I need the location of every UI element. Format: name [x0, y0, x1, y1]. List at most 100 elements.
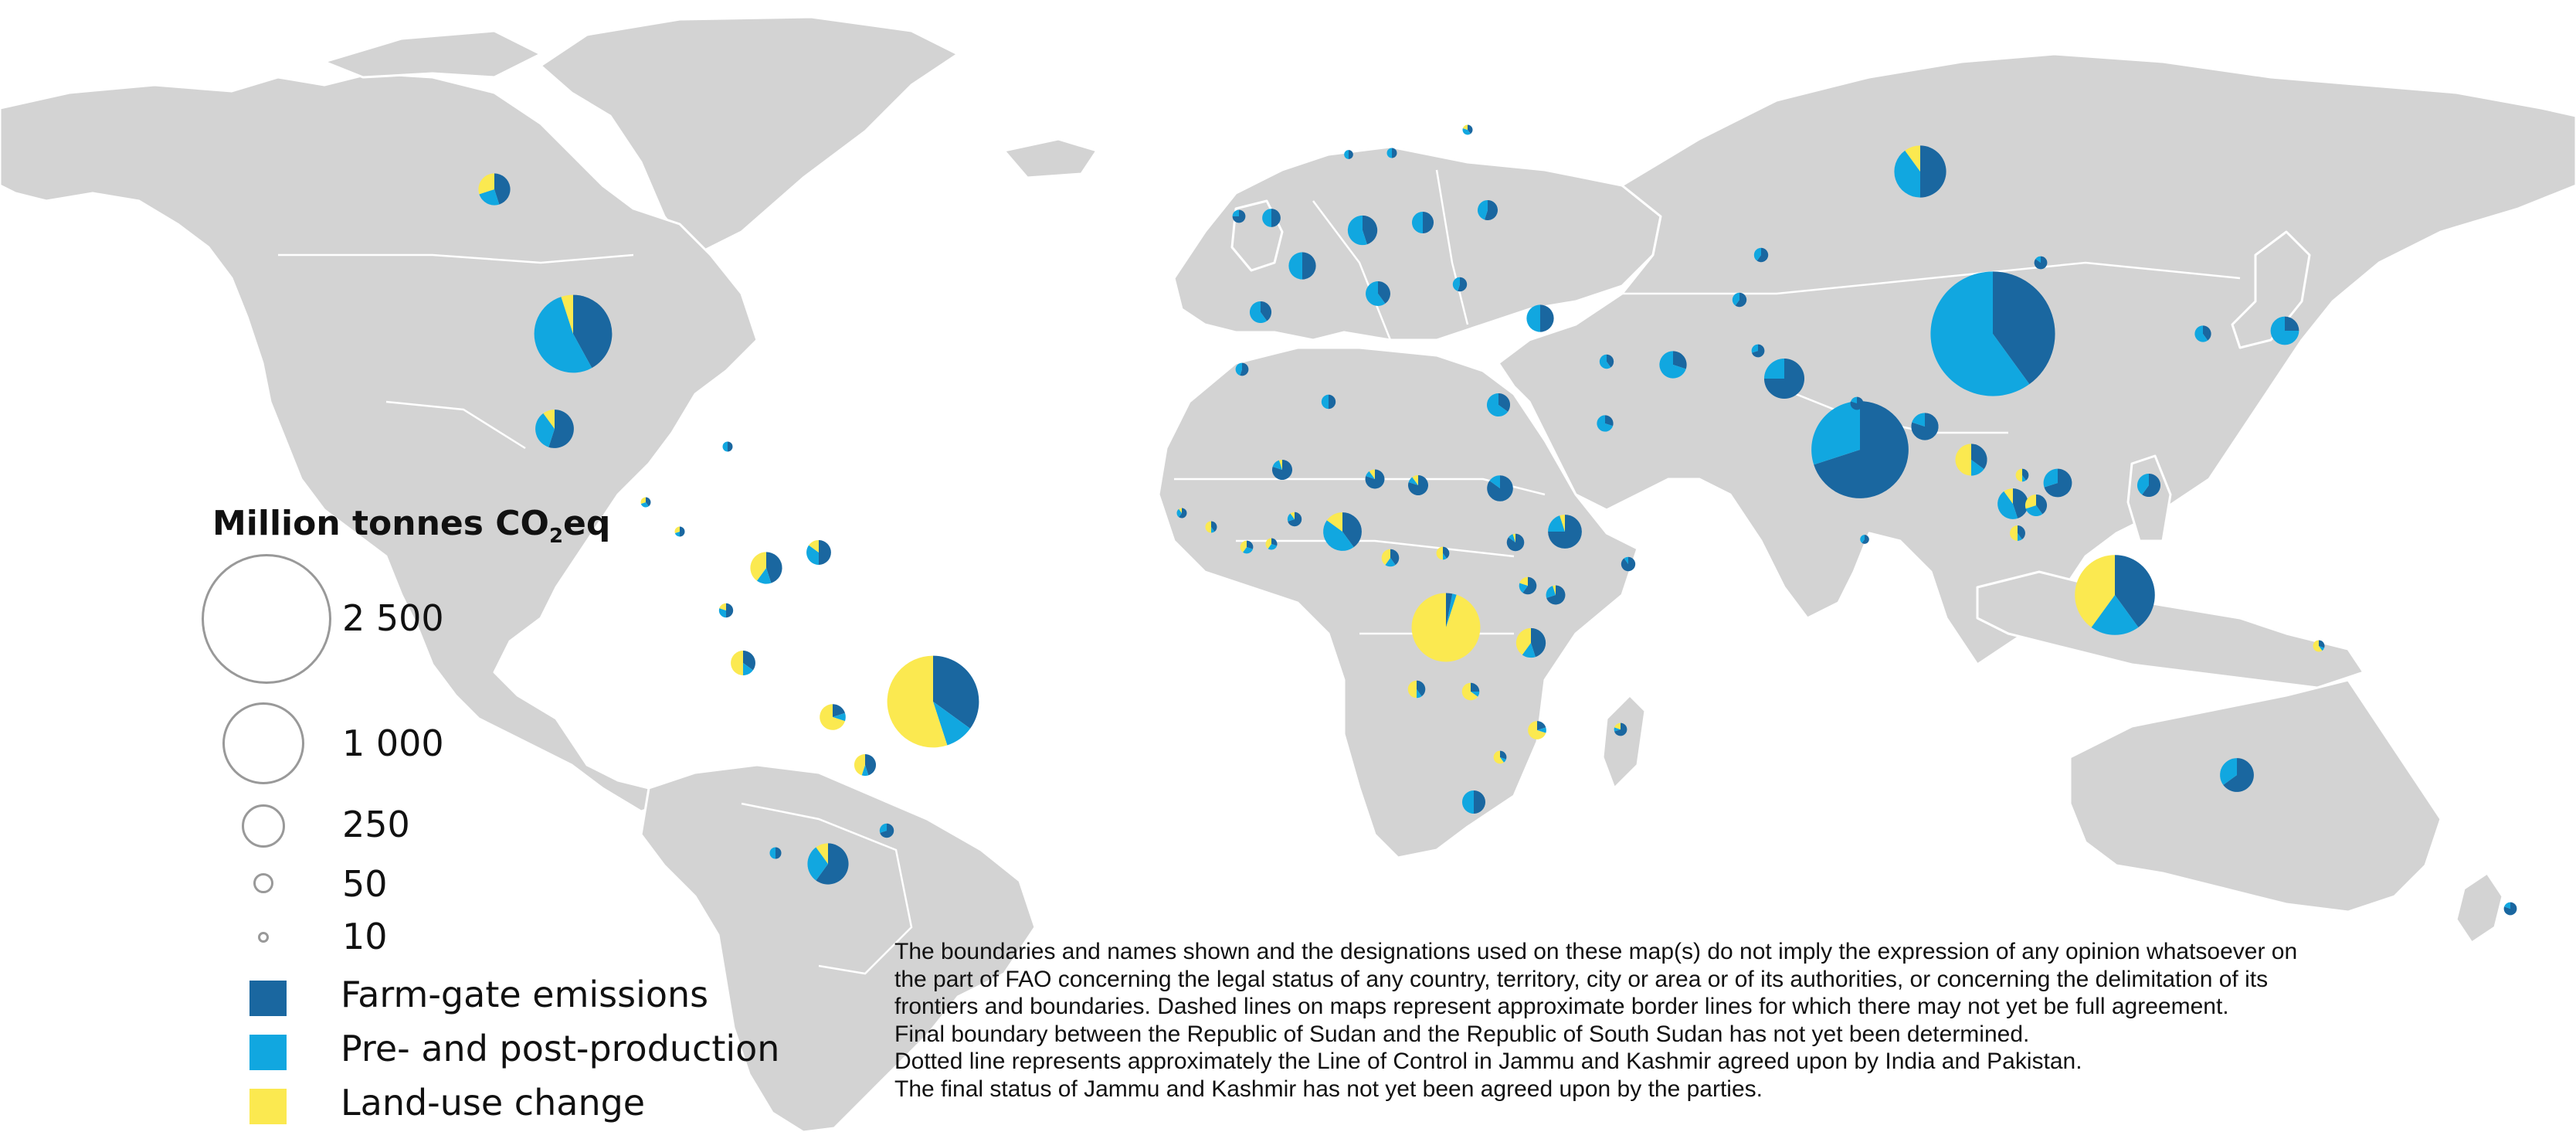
pie-c-te-d-ivoire — [1240, 540, 1254, 554]
pie-democratic-republic-of-the-congo — [1411, 593, 1481, 662]
pie-slice-cambodia-land-use — [2010, 525, 2018, 541]
pie-guinea — [1205, 521, 1217, 533]
pie-slice-ecuador-land-use — [719, 603, 726, 610]
pie-slice-nicaragua-land-use — [674, 526, 680, 534]
pie-slice-egypt-farm-gate — [1498, 393, 1511, 412]
pie-slice-thailand-land-use — [2004, 488, 2013, 504]
border-brazil — [741, 802, 913, 975]
pie-slice-burkina-faso-land-use — [1290, 512, 1295, 519]
legend-size-circle-50 — [253, 873, 273, 893]
pie-mexico — [535, 410, 574, 448]
pie-slice-guinea-land-use — [1205, 521, 1211, 533]
pie-slice-spain-pre-post — [1249, 301, 1268, 324]
pie-niger — [1365, 469, 1385, 489]
pie-slice-united-states-pre-post — [534, 297, 592, 373]
pie-slice-ireland-pre-post — [1232, 209, 1239, 216]
legend-label-land-use: Land-use change — [341, 1082, 646, 1124]
pie-slice-lao-pdr-pre-post — [2022, 475, 2026, 482]
pie-slice-guatemala-land-use — [640, 497, 646, 505]
pie-slice-ghana-land-use — [1265, 538, 1271, 549]
pie-slice-uganda-land-use — [1519, 576, 1528, 586]
pie-slice-cameroon-farm-gate — [1390, 549, 1400, 566]
pie-slice-niger-pre-post — [1366, 471, 1375, 479]
pie-malaysia — [2024, 494, 2048, 517]
land-iceland — [1003, 138, 1098, 179]
pie-slice-ghana-pre-post — [1268, 544, 1278, 550]
pie-slice-guinea-farm-gate — [1211, 521, 1217, 532]
pie-slice-angola-pre-post — [1417, 689, 1422, 699]
pie-slice-uzbekistan-farm-gate — [1735, 292, 1747, 308]
pie-slice-tanzania-land-use — [1515, 627, 1531, 655]
legend-swatch-pre-post — [249, 1035, 287, 1070]
pie-argentina — [807, 843, 849, 885]
pie-slice-kazakhstan-farm-gate — [1756, 247, 1769, 263]
pie-sudan — [1487, 475, 1513, 501]
pie-slice-central-african-republic-land-use — [1436, 546, 1443, 560]
pie-slice-madagascar-farm-gate — [1614, 722, 1627, 736]
pie-slice-zambia-farm-gate — [1471, 682, 1480, 692]
legend-size-circle-1000 — [222, 702, 304, 784]
legend: Million tonnes CO2eq 2 500 1 000 250 50 … — [197, 498, 815, 1132]
pie-slice-united-kingdom-pre-post — [1262, 209, 1271, 227]
land-philippines — [2126, 454, 2172, 542]
pie-slice-paraguay-pre-post — [861, 765, 869, 777]
pie-slice-madagascar-land-use — [1614, 722, 1621, 729]
pie-slice-paraguay-land-use — [854, 753, 865, 776]
pie-slice-philippines-farm-gate — [2142, 473, 2161, 498]
pie-slice-cuba-pre-post — [722, 441, 728, 452]
pie-slice-iran-pre-post — [1659, 351, 1686, 379]
legend-label-farm-gate: Farm-gate emissions — [341, 974, 709, 1015]
pie-slice-saudi-arabia-farm-gate — [1605, 415, 1614, 427]
pie-slice-mongolia-pre-post — [2035, 256, 2041, 263]
pie-slice-angola-farm-gate — [1417, 680, 1426, 697]
pie-slice-turkey-farm-gate — [1540, 304, 1554, 332]
pie-slice-myanmar-land-use — [1955, 444, 1971, 476]
pie-slice-guatemala-farm-gate — [646, 497, 651, 507]
pie-chile — [769, 847, 782, 859]
legend-swatch-land-use — [249, 1089, 287, 1124]
pie-papua-new-guinea — [2313, 640, 2325, 652]
pie-slice-chad-farm-gate — [1407, 474, 1429, 496]
pie-slice-poland-farm-gate — [1423, 211, 1434, 234]
pie-slice-norway-pre-post — [1344, 150, 1349, 159]
pie-finland — [1462, 124, 1473, 135]
land-arctic-islands — [323, 29, 542, 79]
pie-slice-sudan-pre-post — [1489, 475, 1500, 488]
pie-slice-senegal-pre-post — [1176, 508, 1182, 518]
pie-slice-russia-land-use — [1905, 145, 1920, 172]
pie-ghana — [1265, 538, 1278, 550]
pie-slice-nigeria-land-use — [1326, 512, 1342, 532]
pie-slice-afghanistan-farm-gate — [1752, 344, 1765, 358]
pie-morocco — [1235, 362, 1249, 376]
pie-guatemala — [640, 497, 651, 508]
pie-slice-new-zealand-pre-post — [2504, 902, 2510, 909]
pie-slice-cameroon-pre-post — [1385, 558, 1396, 567]
pie-slice-cameroon-land-use — [1381, 549, 1390, 566]
pie-slice-chile-farm-gate — [776, 847, 782, 859]
pie-zambia — [1461, 682, 1480, 701]
pie-slice-egypt-pre-post — [1486, 393, 1509, 417]
pie-slice-central-african-republic-pre-post — [1443, 553, 1447, 560]
pie-angola — [1407, 680, 1426, 699]
pie-kazakhstan — [1753, 247, 1769, 263]
pie-germany — [1347, 215, 1378, 246]
pie-tanzania — [1515, 627, 1546, 658]
pie-uzbekistan — [1732, 292, 1747, 308]
pie-slice-mali-pre-post — [1272, 460, 1282, 470]
pie-slice-ethiopia-land-use — [1560, 515, 1565, 532]
pie-slice-india-farm-gate — [1814, 401, 1909, 498]
pie-thailand — [1997, 488, 2028, 519]
pie-slice-republic-of-korea-farm-gate — [2203, 325, 2211, 341]
pie-slice-lao-pdr-farm-gate — [2022, 468, 2029, 481]
pie-canada — [478, 173, 511, 206]
pie-slice-kenya-farm-gate — [1546, 585, 1566, 605]
pie-slice-c-te-d-ivoire-pre-post — [1243, 547, 1253, 554]
pie-slice-chad-land-use — [1412, 474, 1418, 485]
pie-slice-zimbabwe-land-use — [1493, 750, 1504, 764]
pie-slice-kazakhstan-pre-post — [1753, 247, 1761, 261]
pie-mongolia — [2034, 256, 2048, 270]
pie-slice-tanzania-pre-post — [1522, 643, 1536, 658]
pie-slice-madagascar-pre-post — [1614, 727, 1621, 732]
pie-uruguay — [879, 823, 894, 838]
pie-slice-ecuador-pre-post — [718, 608, 726, 618]
